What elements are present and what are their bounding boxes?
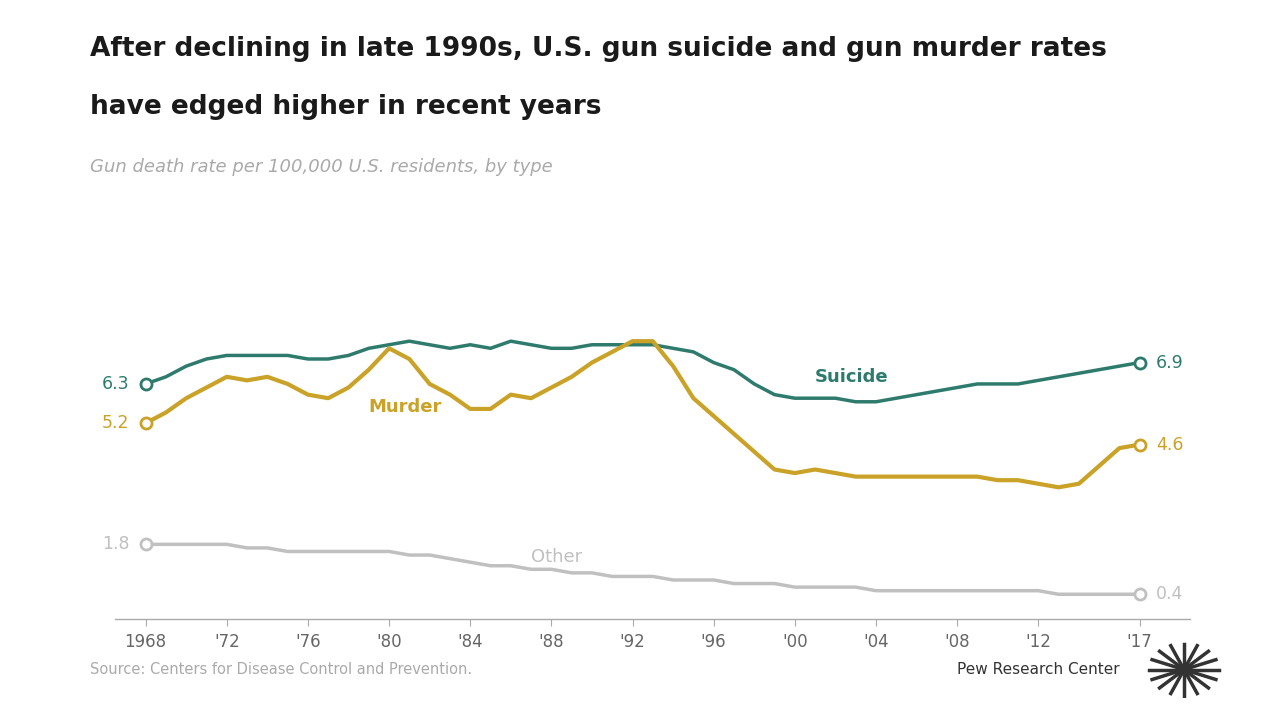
Text: Gun death rate per 100,000 U.S. residents, by type: Gun death rate per 100,000 U.S. resident… [90,158,553,176]
Text: have edged higher in recent years: have edged higher in recent years [90,94,602,120]
Text: 6.3: 6.3 [102,375,129,393]
Text: Source: Centers for Disease Control and Prevention.: Source: Centers for Disease Control and … [90,662,472,677]
Text: 6.9: 6.9 [1156,354,1184,372]
Text: Suicide: Suicide [815,368,888,386]
Text: 1.8: 1.8 [102,536,129,554]
Text: Other: Other [531,548,582,566]
Text: 5.2: 5.2 [102,414,129,432]
Text: Pew Research Center: Pew Research Center [957,662,1120,677]
Text: 4.6: 4.6 [1156,436,1184,454]
Text: After declining in late 1990s, U.S. gun suicide and gun murder rates: After declining in late 1990s, U.S. gun … [90,36,1106,62]
Text: 0.4: 0.4 [1156,585,1183,603]
Text: Murder: Murder [369,398,442,416]
